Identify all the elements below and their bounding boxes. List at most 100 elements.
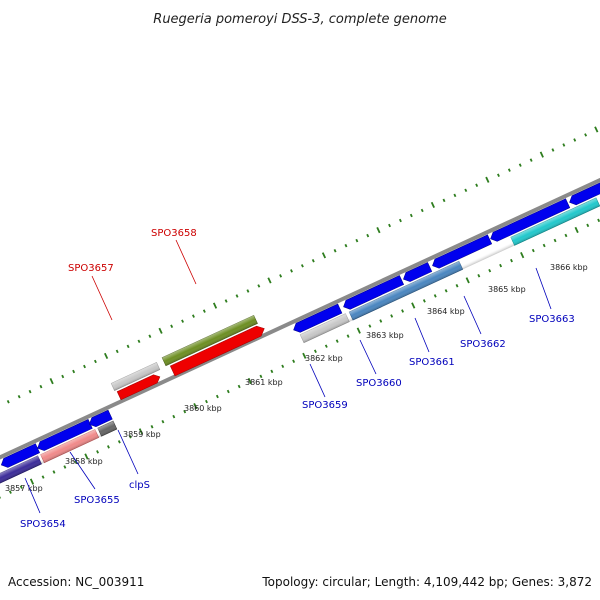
scale-tick xyxy=(28,389,32,394)
scale-tick xyxy=(170,324,174,328)
scale-tick xyxy=(356,327,361,334)
scale-tick xyxy=(324,344,328,348)
leader-clps xyxy=(117,429,139,475)
kbp-label: 3863 kbp xyxy=(366,331,404,340)
leader-spo3659 xyxy=(309,363,326,398)
gene-label-spo3663[interactable]: SPO3663 xyxy=(529,314,575,325)
label-leader-lines xyxy=(24,239,552,514)
scale-tick xyxy=(292,359,296,364)
topology-text: Topology: circular; Length: 4,109,442 bp… xyxy=(261,575,592,589)
gene-label-spo3657[interactable]: SPO3657 xyxy=(68,263,114,274)
map-track xyxy=(0,126,600,499)
scale-tick xyxy=(19,485,23,489)
gene-labels: SPO3657 SPO3658 SPO3654 SPO3655 clpS SPO… xyxy=(20,228,575,530)
kbp-label: 3860 kbp xyxy=(184,404,222,413)
scale-tick xyxy=(551,148,555,152)
scale-tick xyxy=(267,277,272,284)
scale-tick xyxy=(279,274,283,278)
scale-tick xyxy=(422,299,426,303)
scale-tick xyxy=(366,233,370,238)
leader-spo3657 xyxy=(91,275,113,321)
scale-tick xyxy=(444,289,448,293)
scale-tick xyxy=(270,369,274,374)
scale-tick xyxy=(115,349,119,354)
scale-tick xyxy=(594,126,599,133)
scale-tick xyxy=(117,440,121,444)
scale-tick xyxy=(368,324,372,328)
leader-spo3663 xyxy=(535,267,552,310)
kbp-label: 3858 kbp xyxy=(65,457,103,466)
scale-tick xyxy=(107,445,110,449)
scale-tick xyxy=(465,277,470,284)
gene-label-spo3658[interactable]: SPO3658 xyxy=(151,228,197,239)
scale-tick xyxy=(488,268,492,273)
scale-tick xyxy=(520,252,525,259)
scale-tick xyxy=(379,319,383,323)
scale-tick xyxy=(300,264,304,268)
scale-tick xyxy=(83,364,86,369)
scale-tick xyxy=(409,213,413,218)
kbp-label: 3866 kbp xyxy=(550,263,588,272)
kbp-label: 3865 kbp xyxy=(488,285,526,294)
scale-tick xyxy=(212,302,218,309)
scale-tick xyxy=(564,233,568,238)
scale-tick xyxy=(497,173,500,177)
scale-tick xyxy=(205,399,208,404)
scale-tick xyxy=(376,227,381,234)
scale-tick xyxy=(477,273,481,278)
scale-tick xyxy=(259,374,263,379)
scale-tick xyxy=(104,352,109,360)
scale-tick xyxy=(150,424,154,429)
gene-label-spo3659[interactable]: SPO3659 xyxy=(302,400,348,411)
scale-tick xyxy=(172,414,176,419)
gene-label-clps[interactable]: clpS xyxy=(129,480,150,491)
map-title: Ruegeria pomeroyi DSS-3, complete genome xyxy=(153,12,446,27)
scale-tick xyxy=(247,377,252,385)
scale-tick xyxy=(246,289,250,293)
reverse-gene-track xyxy=(0,181,600,485)
scale-tick xyxy=(542,243,546,248)
kbp-label: 3861 kbp xyxy=(245,378,283,387)
scale-tick xyxy=(586,223,590,228)
scale-tick xyxy=(510,258,513,263)
scale-tick xyxy=(401,309,405,313)
scale-tick xyxy=(518,163,522,167)
outer-tick-track xyxy=(6,126,599,404)
scale-tick xyxy=(39,384,43,389)
scale-tick xyxy=(137,339,141,344)
scale-tick xyxy=(313,349,317,353)
scale-tick xyxy=(390,314,394,318)
gene-label-spo3661[interactable]: SPO3661 xyxy=(409,357,455,368)
scale-tick xyxy=(584,133,588,137)
scale-tick xyxy=(442,198,446,203)
kbp-label: 3862 kbp xyxy=(305,354,343,363)
scale-tick xyxy=(290,269,293,273)
scale-tick xyxy=(161,419,165,424)
scale-tick xyxy=(335,339,339,343)
scale-tick xyxy=(302,352,307,359)
scale-tick xyxy=(49,378,54,385)
scale-tick xyxy=(138,428,143,435)
scale-tick xyxy=(17,394,21,399)
accession-text: Accession: NC_003911 xyxy=(8,575,144,589)
scale-tick xyxy=(193,403,198,410)
gene-label-spo3662[interactable]: SPO3662 xyxy=(460,339,506,350)
scale-tick xyxy=(475,183,479,188)
scale-tick xyxy=(192,314,195,318)
scale-tick xyxy=(529,158,533,162)
scale-tick xyxy=(96,450,99,454)
leader-spo3654 xyxy=(24,477,41,514)
scale-tick xyxy=(573,138,577,142)
gene-label-spo3655[interactable]: SPO3655 xyxy=(74,495,120,506)
gene-label-spo3654[interactable]: SPO3654 xyxy=(20,519,66,530)
gene-label-spo3660[interactable]: SPO3660 xyxy=(356,378,402,389)
scale-tick xyxy=(158,327,163,334)
scale-tick xyxy=(0,495,1,499)
scale-tick xyxy=(224,299,228,303)
scale-tick xyxy=(464,188,468,193)
scale-tick xyxy=(181,319,185,323)
scale-tick xyxy=(355,238,359,243)
scale-tick xyxy=(507,168,511,172)
kbp-scale-labels: 3857 kbp 3858 kbp 3859 kbp 3860 kbp 3861… xyxy=(5,263,588,493)
